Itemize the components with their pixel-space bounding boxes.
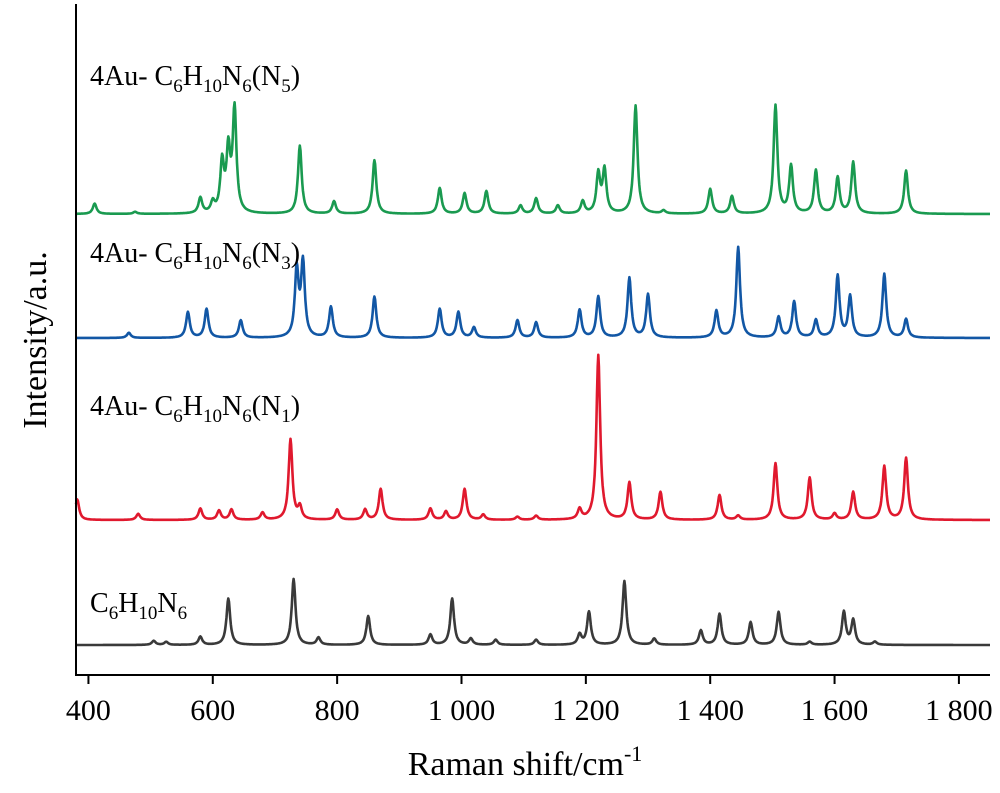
x-axis-ticks: 400 600 800 1 000 1 200 1 400 1 600 1 800 bbox=[66, 675, 993, 727]
x-tick-label: 1 800 bbox=[925, 694, 993, 727]
spectrum-line bbox=[75, 245, 991, 340]
x-tick-label: 1 000 bbox=[428, 694, 496, 727]
series-label: C6H10N6 bbox=[90, 588, 187, 624]
series-labels: 4Au- C6H10N6(N5) 4Au- C6H10N6(N3) 4Au- C6H… bbox=[90, 61, 300, 624]
series-label: 4Au- C6H10N6(N3) bbox=[90, 238, 300, 274]
spectrum-traces bbox=[74, 101, 991, 647]
spectrum-line bbox=[74, 353, 991, 522]
x-tick-label: 800 bbox=[315, 694, 360, 727]
y-axis-title: Intensity/a.u. bbox=[17, 251, 54, 429]
spectrum-line bbox=[75, 101, 991, 216]
spectrum-line bbox=[75, 577, 991, 647]
x-tick-label: 1 600 bbox=[801, 694, 869, 727]
x-tick-label: 1 200 bbox=[552, 694, 620, 727]
x-tick-label: 400 bbox=[66, 694, 111, 727]
x-axis-title: Raman shift/cm-1 bbox=[408, 741, 643, 783]
x-tick-label: 600 bbox=[190, 694, 235, 727]
series-label: 4Au- C6H10N6(N5) bbox=[90, 61, 300, 97]
x-tick-label: 1 400 bbox=[676, 694, 744, 727]
series-label: 4Au- C6H10N6(N1) bbox=[90, 391, 300, 427]
